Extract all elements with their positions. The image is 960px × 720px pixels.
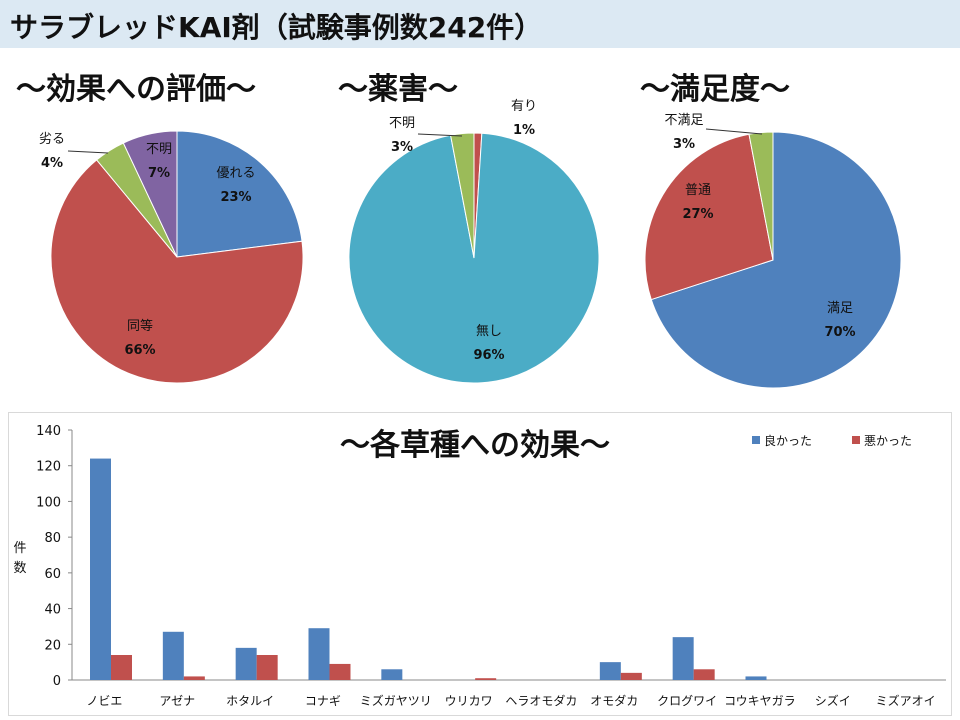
pie1-title: ～効果への評価～: [16, 72, 256, 107]
legend-swatch: [852, 436, 860, 444]
pie-slice: [50, 159, 304, 384]
pie3-title: ～満足度～: [640, 72, 790, 107]
bar-chart-frame: [8, 412, 952, 716]
pie-slice-label: 有り: [511, 99, 537, 114]
x-tick-label: コウキヤガラ: [724, 694, 796, 708]
pie-slice-label: 優れる: [216, 166, 255, 181]
x-tick-label: ヘラオモダカ: [505, 693, 577, 708]
pie-slice: [122, 130, 178, 258]
pie-charts: 優れる 23% 同等 66% 劣る 4% 不明 7% 有り 1% 無し 96% 不明 3% 満足 70% 普通 2…: [39, 99, 902, 389]
pie-slice-percent: 3%: [391, 140, 413, 155]
bar: [183, 676, 205, 680]
bar: [381, 669, 403, 680]
pie-leader-line: [67, 150, 109, 154]
legend-swatch: [752, 436, 760, 444]
pie-leader-line: [705, 128, 763, 135]
bar: [329, 663, 351, 680]
pie-slice: [348, 132, 600, 384]
pie-slice-percent: 70%: [824, 325, 855, 340]
pie-slice-label: 不明: [146, 142, 172, 157]
y-axis-label: 数: [13, 561, 26, 576]
y-tick-label: 20: [44, 638, 61, 653]
bar: [693, 669, 715, 680]
pie-slice-percent: 66%: [124, 343, 155, 358]
pie-slice-label: 不明: [389, 116, 415, 131]
pie-slice-label: 普通: [685, 183, 711, 198]
bar: [308, 628, 330, 680]
x-tick-label: ミズアオイ: [876, 693, 936, 708]
bar: [256, 655, 278, 680]
pie-slice-percent: 7%: [148, 166, 170, 181]
bar-title: ～各草種への効果～: [340, 428, 610, 463]
x-tick-label: ホタルイ: [226, 694, 274, 708]
x-tick-label: アゼナ: [159, 694, 195, 708]
y-tick-label: 0: [53, 674, 61, 689]
bar: [475, 678, 497, 680]
x-tick-label: コナギ: [305, 694, 341, 708]
x-tick-label: クログワイ: [657, 694, 717, 708]
bar: [620, 672, 642, 680]
y-tick-label: 100: [36, 495, 61, 510]
legend-label: 良かった: [764, 433, 812, 448]
pie-slice-percent: 96%: [473, 348, 504, 363]
y-tick-label: 40: [44, 603, 61, 618]
pie-slice-label: 同等: [127, 318, 153, 334]
x-tick-label: シズイ: [815, 693, 851, 708]
y-tick-label: 80: [44, 531, 61, 546]
pie-slice-label: 劣る: [39, 132, 65, 147]
pie-slice: [644, 133, 774, 301]
y-tick-label: 140: [36, 424, 61, 439]
y-tick-label: 60: [44, 567, 61, 582]
y-axis-label: 件: [13, 541, 26, 556]
pie-slice: [176, 130, 303, 258]
pie-slice-percent: 23%: [220, 190, 251, 205]
x-tick-label: ノビエ: [86, 694, 122, 708]
bar: [745, 676, 767, 680]
pie-slice: [650, 131, 902, 389]
pie-slice-percent: 4%: [41, 156, 63, 171]
pie-slice-label: 不満足: [664, 113, 703, 128]
bar: [111, 655, 132, 680]
pie-slice-percent: 27%: [682, 207, 713, 222]
legend-label: 悪かった: [864, 434, 912, 448]
page-title: サラブレッドKAI剤（試験事例数242件）: [10, 11, 543, 44]
x-tick-label: ミズガヤツリ: [360, 693, 432, 708]
x-tick-label: ウリカワ: [445, 694, 493, 708]
bar: [235, 647, 257, 680]
bar: [672, 637, 694, 680]
pie-slice-percent: 1%: [513, 123, 535, 138]
pie-slice-label: 満足: [827, 301, 853, 316]
bar: [162, 631, 184, 680]
x-tick-label: オモダカ: [590, 693, 638, 708]
pie-slice-label: 無し: [476, 324, 502, 339]
pie2-title: ～薬害～: [338, 72, 458, 107]
pie-slice: [748, 131, 774, 261]
y-tick-label: 120: [36, 460, 61, 475]
pie-slice-percent: 3%: [673, 137, 695, 152]
pie-leader-line: [417, 133, 463, 137]
bar: [90, 458, 111, 680]
title-bar: サラブレッドKAI剤（試験事例数242件）: [0, 0, 960, 48]
bar: [599, 662, 621, 680]
